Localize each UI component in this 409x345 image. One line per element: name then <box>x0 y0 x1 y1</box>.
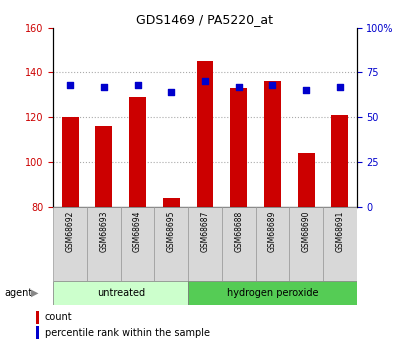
Point <box>336 84 342 90</box>
Bar <box>322 207 356 281</box>
Bar <box>53 281 188 305</box>
Bar <box>120 207 154 281</box>
Bar <box>162 198 179 207</box>
Point <box>134 82 141 88</box>
Bar <box>36 326 38 339</box>
Text: GSM68692: GSM68692 <box>65 211 74 252</box>
Point <box>268 82 275 88</box>
Text: GSM68694: GSM68694 <box>133 211 142 252</box>
Bar <box>188 281 356 305</box>
Bar <box>36 311 38 324</box>
Bar <box>263 81 280 207</box>
Bar <box>188 207 221 281</box>
Text: agent: agent <box>4 288 32 298</box>
Bar <box>129 97 146 207</box>
Text: hydrogen peroxide: hydrogen peroxide <box>226 288 317 298</box>
Text: count: count <box>45 312 72 322</box>
Title: GDS1469 / PA5220_at: GDS1469 / PA5220_at <box>136 13 273 27</box>
Bar <box>154 207 188 281</box>
Text: GSM68688: GSM68688 <box>234 211 243 252</box>
Bar <box>255 207 289 281</box>
Text: GSM68690: GSM68690 <box>301 211 310 252</box>
Text: GSM68693: GSM68693 <box>99 211 108 252</box>
Point <box>201 79 208 84</box>
Text: GSM68691: GSM68691 <box>335 211 344 252</box>
Point <box>67 82 73 88</box>
Bar <box>196 61 213 207</box>
Point <box>168 89 174 95</box>
Point <box>302 88 309 93</box>
Bar <box>62 117 79 207</box>
Text: percentile rank within the sample: percentile rank within the sample <box>45 328 209 338</box>
Point <box>100 84 107 90</box>
Text: GSM68695: GSM68695 <box>166 211 175 252</box>
Text: untreated: untreated <box>97 288 144 298</box>
Bar <box>87 207 120 281</box>
Text: GSM68689: GSM68689 <box>267 211 276 252</box>
Text: ▶: ▶ <box>31 288 38 298</box>
Bar <box>289 207 322 281</box>
Bar <box>53 207 87 281</box>
Bar <box>297 153 314 207</box>
Point <box>235 84 241 90</box>
Bar <box>230 88 247 207</box>
Text: GSM68687: GSM68687 <box>200 211 209 252</box>
Bar <box>221 207 255 281</box>
Bar <box>330 115 347 207</box>
Bar <box>95 126 112 207</box>
